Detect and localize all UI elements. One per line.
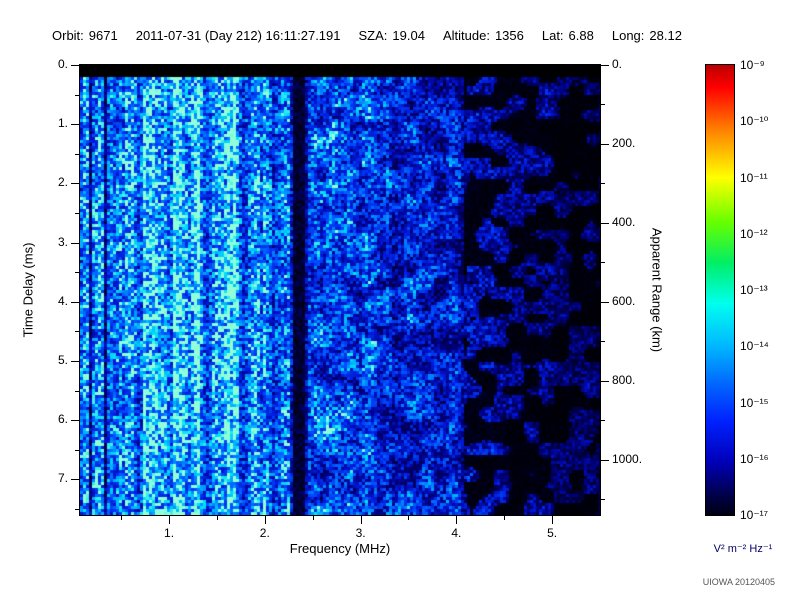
y-right-tick-mark: [601, 301, 609, 303]
datetime-value: 2011-07-31 (Day 212) 16:11:27.191: [135, 28, 341, 43]
x-axis-title: Frequency (MHz): [289, 541, 391, 556]
x-tick-mark: [264, 516, 266, 524]
lat-label: Lat:: [541, 28, 564, 43]
y-right-minor-tick: [601, 341, 605, 343]
y-right-tick-mark: [601, 459, 609, 461]
x-minor-tick: [408, 516, 410, 520]
y-left-minor-tick: [75, 390, 79, 392]
y-left-minor-tick: [75, 331, 79, 333]
colorbar-tick-label: 10⁻¹⁶: [740, 451, 769, 466]
colorbar-tick-label: 10⁻¹³: [740, 283, 768, 297]
y-left-tick-label: 1.: [57, 116, 68, 131]
x-tick-mark: [456, 516, 458, 524]
lat-value: 6.88: [568, 28, 594, 43]
y-left-tick-label: 4.: [57, 293, 68, 308]
spectrogram-canvas: [80, 65, 600, 515]
long-value: 28.12: [649, 28, 682, 43]
colorbar-tick-label: 10⁻¹⁴: [740, 339, 769, 354]
y-right-tick-mark: [601, 65, 609, 66]
y-right-minor-tick: [601, 262, 605, 264]
colorbar-tick-label: 10⁻¹²: [740, 226, 768, 241]
x-tick-label: 3.: [355, 526, 366, 540]
x-tick-label: 1.: [164, 526, 175, 540]
header-info-line: Orbit: 9671 2011-07-31 (Day 212) 16:11:27.…: [52, 28, 792, 43]
y-axis-title-right: Apparent Range (km): [649, 227, 665, 353]
x-minor-tick: [312, 516, 314, 520]
y-left-tick-mark: [71, 301, 79, 303]
y-left-minor-tick: [75, 449, 79, 451]
colorbar-tick-label: 10⁻¹¹: [740, 170, 768, 185]
orbit-label: Orbit:: [52, 28, 84, 43]
x-tick-label: 2.: [259, 526, 270, 540]
y-left-minor-tick: [75, 153, 79, 155]
x-tick-mark: [552, 516, 554, 524]
x-minor-tick: [504, 516, 506, 520]
colorbar-tick-label: 10⁻¹⁰: [740, 114, 769, 129]
x-tick-mark: [169, 516, 171, 524]
sza-label: SZA:: [358, 28, 388, 43]
orbit-value: 9671: [88, 28, 118, 43]
y-left-tick-mark: [71, 242, 79, 244]
credit-text: UIOWA 20120405: [702, 577, 775, 587]
y-right-tick-label: 0.: [612, 57, 623, 71]
y-right-tick-label: 1000.: [612, 451, 643, 466]
y-left-tick-mark: [71, 183, 79, 185]
y-right-minor-tick: [601, 183, 605, 185]
y-left-tick-label: 5.: [57, 353, 68, 368]
y-right-tick-mark: [601, 143, 609, 145]
colorbar-tick-label: 10⁻⁹: [740, 58, 765, 72]
long-label: Long:: [611, 28, 645, 43]
y-left-tick-mark: [71, 479, 79, 481]
altitude-label: Altitude:: [442, 28, 490, 43]
y-left-tick-label: 6.: [57, 412, 68, 427]
x-tick-label: 4.: [451, 526, 462, 540]
y-left-tick-label: 2.: [57, 175, 68, 190]
y-right-minor-tick: [601, 499, 605, 501]
y-axis-title-left: Time Delay (ms): [20, 242, 36, 338]
colorbar-tick-label: 10⁻¹⁷: [740, 508, 769, 522]
x-minor-tick: [121, 516, 123, 520]
colorbar: [705, 64, 735, 516]
y-right-tick-mark: [601, 222, 609, 224]
altitude-value: 1356: [494, 28, 524, 43]
y-left-tick-label: 0.: [57, 57, 68, 71]
y-right-tick-label: 200.: [612, 135, 636, 150]
y-right-tick-mark: [601, 380, 609, 382]
y-left-tick-label: 3.: [57, 234, 68, 249]
y-right-tick-label: 800.: [612, 372, 636, 387]
y-left-tick-mark: [71, 361, 79, 363]
y-left-minor-tick: [75, 272, 79, 274]
colorbar-tick-label: 10⁻¹⁵: [740, 395, 769, 410]
y-right-minor-tick: [601, 104, 605, 106]
spectrogram-plot-frame: [79, 64, 601, 516]
y-left-minor-tick: [75, 509, 79, 511]
y-left-minor-tick: [75, 213, 79, 215]
x-tick-label: 5.: [547, 526, 558, 540]
y-right-minor-tick: [601, 420, 605, 422]
y-left-tick-mark: [71, 65, 79, 66]
y-right-tick-label: 600.: [612, 293, 636, 308]
sza-value: 19.04: [392, 28, 425, 43]
y-right-tick-label: 400.: [612, 214, 636, 229]
y-left-tick-mark: [71, 124, 79, 126]
y-left-tick-label: 7.: [57, 471, 68, 486]
x-minor-tick: [216, 516, 218, 520]
y-left-minor-tick: [75, 94, 79, 96]
x-tick-mark: [360, 516, 362, 524]
y-left-tick-mark: [71, 420, 79, 422]
colorbar-units-label: V² m⁻² Hz⁻¹: [713, 543, 773, 555]
